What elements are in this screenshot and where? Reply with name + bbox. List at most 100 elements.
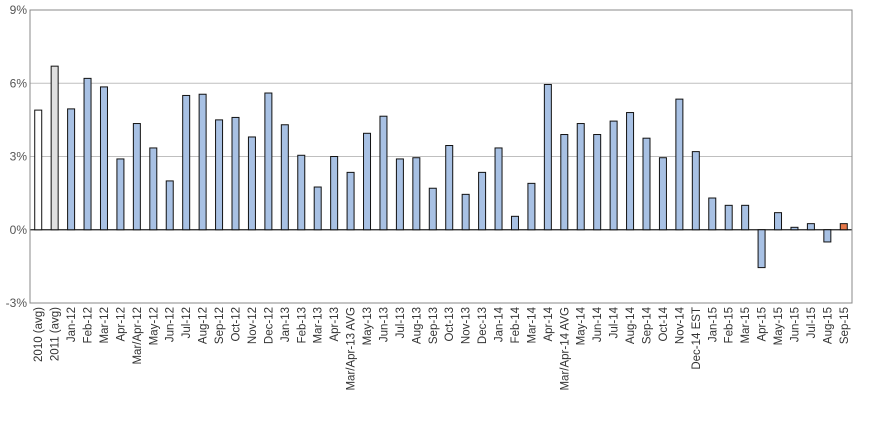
bar-apr-12: [116, 158, 125, 231]
bar-jan-13: [280, 124, 289, 231]
bar-aug-14: [626, 112, 635, 231]
bar-mar-14: [527, 182, 536, 231]
x-tick-label: Mar-12: [99, 307, 111, 343]
y-tick-label: 9%: [10, 3, 28, 17]
bar-jan-12: [67, 108, 76, 231]
bar-jun-15: [790, 226, 799, 231]
bar-aug-15: [823, 229, 832, 243]
bar-2010-avg: [34, 109, 43, 231]
x-axis-ticks: 2010 (avg) 2011 (avg) Jan-12 Feb-12 Mar-12 Ap…: [33, 306, 851, 390]
x-tick-label: Mar-13: [313, 307, 325, 343]
x-tick-label: Mar-15: [740, 307, 752, 343]
bar-oct-14: [658, 157, 667, 231]
bar-nov-13: [461, 193, 470, 231]
bar-jul-14: [609, 120, 618, 231]
x-tick-label: Oct-13: [444, 307, 456, 342]
x-tick-label: 2010 (avg): [33, 307, 45, 362]
x-tick-label: Aug-15: [822, 307, 834, 344]
bar-feb-13: [297, 154, 306, 231]
y-tick-label: 6%: [10, 76, 28, 90]
bar-dec-12: [264, 92, 273, 231]
x-tick-label: Feb-13: [296, 307, 308, 343]
bar-apr-15: [757, 229, 766, 269]
y-tick-label: 0%: [10, 223, 28, 237]
bar-oct-12: [231, 116, 240, 231]
x-tick-label: Apr-12: [115, 307, 127, 342]
x-tick-label: Aug-12: [198, 307, 210, 344]
x-tick-label: Sep-12: [214, 307, 226, 344]
x-tick-label: Jan-13: [280, 307, 292, 342]
bar-jun-14: [593, 134, 602, 231]
x-tick-label: Aug-14: [625, 306, 637, 344]
x-tick-label: Jun-13: [378, 307, 390, 342]
bar-feb-12: [83, 77, 92, 231]
x-tick-label: Jan-14: [494, 306, 506, 342]
x-tick-label: Dec-14 EST: [691, 307, 703, 370]
x-tick-label: Nov-12: [247, 307, 259, 344]
y-tick-label: 3%: [10, 150, 28, 164]
bar-nov-12: [247, 136, 256, 231]
bar-feb-14: [510, 215, 519, 231]
x-tick-label: 2011 (avg): [50, 307, 62, 361]
x-tick-label: Apr-14: [543, 306, 555, 341]
x-tick-label: Mar/Apr-13 AVG: [346, 307, 358, 391]
bar-mar-15: [741, 204, 750, 231]
x-tick-label: Dec-12: [263, 307, 275, 344]
bar-dec-13: [478, 171, 487, 231]
bar-mar-apr-13-avg: [346, 171, 355, 231]
bar-jun-12: [165, 180, 174, 231]
bar-may-13: [363, 132, 372, 231]
x-tick-label: Jan-15: [707, 307, 719, 342]
y-axis-ticks: -3% 0% 3% 6% 9%: [6, 3, 28, 310]
bar-sep-14: [642, 137, 651, 231]
x-tick-label: Mar/Apr-12: [132, 307, 144, 365]
bar-nov-14: [675, 98, 684, 231]
bar-sep-12: [215, 119, 224, 231]
x-tick-label: Dec-13: [477, 307, 489, 344]
x-tick-label: Jun-15: [789, 307, 801, 342]
bar-sep-13: [428, 187, 437, 231]
bar-jul-15: [806, 223, 815, 231]
x-tick-label: Jun-12: [165, 307, 177, 342]
bars: [34, 65, 848, 269]
bar-apr-14: [543, 83, 552, 231]
bar-feb-15: [724, 204, 733, 231]
bar-mar-12: [99, 86, 108, 231]
x-tick-label: Apr-13: [329, 307, 341, 342]
x-tick-label: Jul-13: [395, 307, 407, 338]
bar-oct-13: [445, 145, 454, 231]
x-tick-label: Feb-14: [510, 306, 522, 343]
bar-2011-avg: [50, 65, 59, 231]
x-tick-label: Sep-14: [642, 306, 654, 344]
bar-jul-12: [182, 94, 191, 231]
x-tick-label: May-14: [576, 306, 588, 345]
x-tick-label: Mar/Apr-14 AVG: [559, 307, 571, 391]
x-tick-label: May-12: [148, 307, 160, 345]
x-tick-label: May-13: [362, 307, 374, 345]
x-tick-label: May-15: [773, 307, 785, 345]
x-tick-label: Mar-14: [526, 306, 538, 343]
x-tick-label: Nov-14: [674, 306, 686, 344]
bar-mar-apr-14-avg: [560, 134, 569, 231]
bar-apr-13: [330, 156, 339, 231]
x-tick-label: Nov-13: [461, 307, 473, 344]
x-tick-label: Apr-15: [757, 307, 769, 342]
plot-frame: [29, 9, 853, 304]
x-tick-label: Sep-13: [428, 307, 440, 344]
x-tick-label: Feb-12: [83, 307, 95, 343]
bar-aug-12: [198, 93, 207, 231]
x-tick-label: Jun-14: [592, 306, 604, 342]
x-tick-label: Oct-12: [231, 307, 243, 342]
bar-may-12: [149, 147, 158, 231]
x-tick-label: Jul-14: [609, 306, 621, 338]
bar-jan-14: [494, 147, 503, 231]
bar-may-15: [774, 212, 783, 231]
bar-mar-apr-12: [132, 123, 141, 231]
bar-jul-13: [395, 158, 404, 231]
y-tick-label: -3%: [6, 296, 28, 310]
x-tick-label: Jan-12: [66, 307, 78, 342]
x-tick-label: Jul-15: [806, 307, 818, 338]
bar-jan-15: [708, 197, 717, 231]
